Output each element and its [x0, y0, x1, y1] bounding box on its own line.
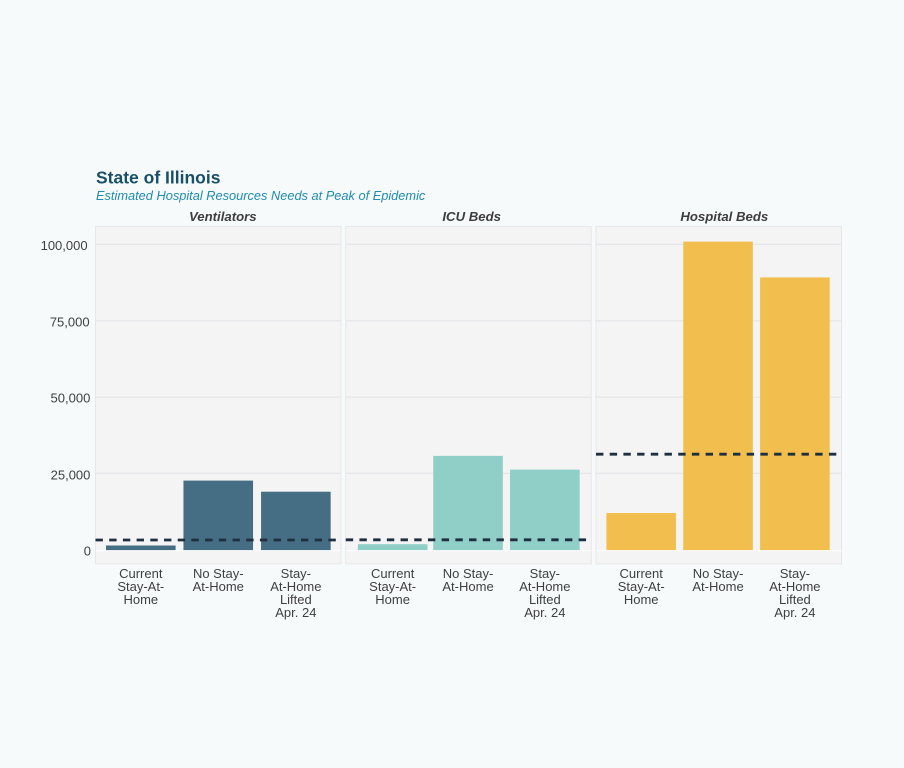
svg-text:Apr. 24: Apr. 24 [774, 605, 815, 620]
svg-text:Stay-: Stay- [780, 566, 810, 581]
svg-text:Lifted: Lifted [529, 592, 561, 607]
svg-text:Current: Current [119, 566, 163, 581]
svg-text:Lifted: Lifted [280, 592, 312, 607]
svg-text:No Stay-: No Stay- [443, 566, 494, 581]
svg-text:Current: Current [620, 566, 664, 581]
svg-text:At-Home: At-Home [692, 579, 743, 594]
svg-text:No Stay-: No Stay- [193, 566, 244, 581]
svg-text:Home: Home [123, 592, 158, 607]
svg-text:At-Home: At-Home [442, 579, 493, 594]
svg-text:50,000: 50,000 [51, 390, 91, 405]
svg-text:Lifted: Lifted [779, 592, 811, 607]
svg-text:Estimated Hospital Resources N: Estimated Hospital Resources Needs at Pe… [96, 188, 426, 203]
svg-text:75,000: 75,000 [50, 315, 90, 330]
svg-text:At-Home: At-Home [270, 579, 321, 594]
svg-text:No Stay-: No Stay- [693, 566, 744, 581]
svg-text:0: 0 [84, 543, 91, 558]
svg-text:25,000: 25,000 [51, 467, 91, 482]
svg-text:Ventilators: Ventilators [189, 209, 257, 224]
svg-text:At-Home: At-Home [769, 579, 820, 594]
svg-text:Apr. 24: Apr. 24 [275, 605, 316, 620]
svg-text:At-Home: At-Home [193, 579, 244, 594]
svg-text:Current: Current [371, 566, 415, 581]
svg-text:Stay-At-: Stay-At- [618, 579, 665, 594]
svg-text:Hospital Beds: Hospital Beds [680, 209, 768, 224]
svg-text:State of Illinois: State of Illinois [96, 168, 221, 188]
svg-text:Home: Home [375, 592, 410, 607]
svg-text:100,000: 100,000 [41, 238, 88, 253]
svg-text:Stay-: Stay- [281, 566, 311, 581]
svg-text:Home: Home [624, 592, 659, 607]
svg-text:At-Home: At-Home [519, 579, 570, 594]
svg-text:Apr. 24: Apr. 24 [524, 605, 565, 620]
svg-text:Stay-: Stay- [530, 566, 560, 581]
svg-text:Stay-At-: Stay-At- [369, 579, 416, 594]
svg-text:Stay-At-: Stay-At- [117, 579, 164, 594]
svg-text:ICU Beds: ICU Beds [442, 209, 501, 224]
